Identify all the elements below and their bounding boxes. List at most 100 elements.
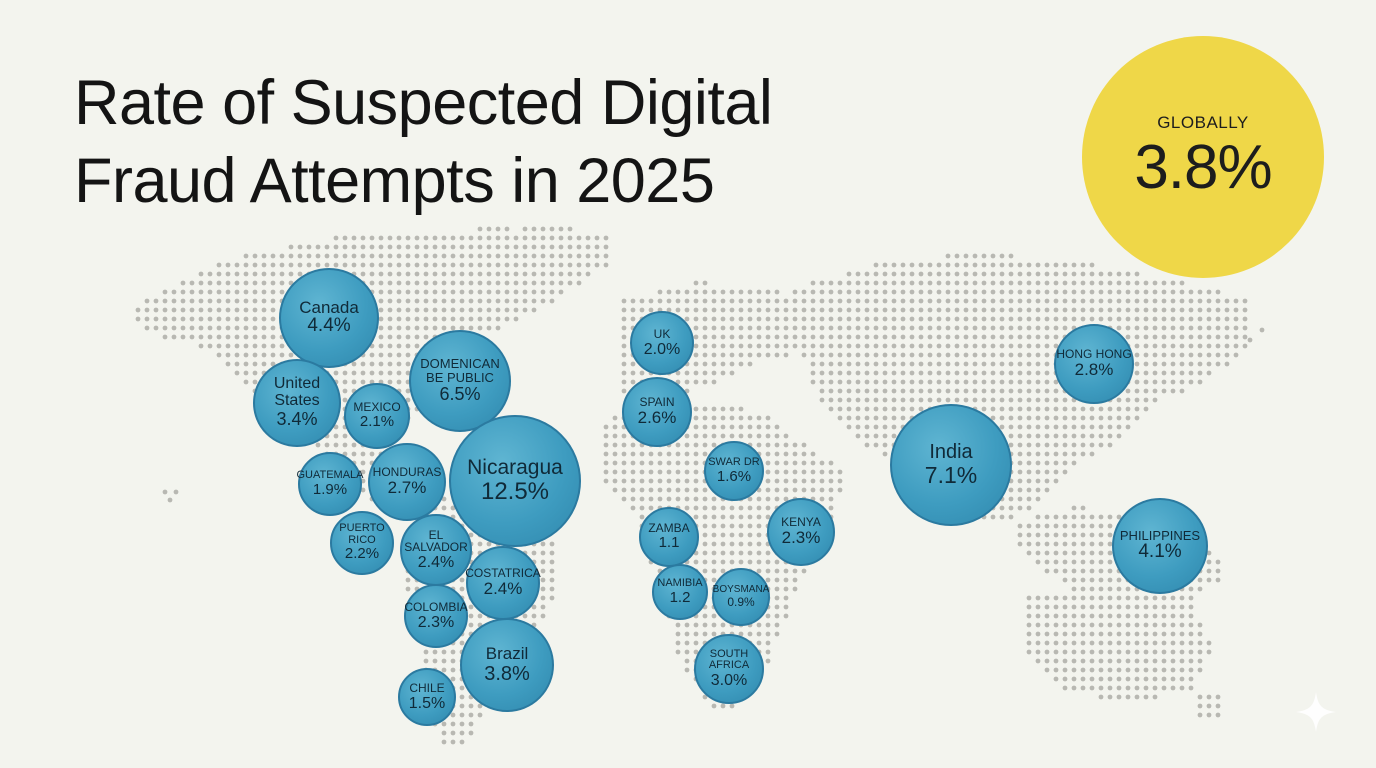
map-dot (630, 469, 636, 475)
map-dot (1098, 532, 1104, 538)
map-dot (1224, 316, 1230, 322)
map-dot (504, 235, 510, 241)
map-dot (873, 262, 879, 268)
map-dot (315, 262, 321, 268)
map-dot (1107, 424, 1113, 430)
map-dot (657, 451, 663, 457)
map-dot (963, 271, 969, 277)
map-dot (882, 433, 888, 439)
map-dot (1161, 667, 1167, 673)
map-dot (351, 244, 357, 250)
map-dot (963, 280, 969, 286)
map-dot (423, 307, 429, 313)
map-dot (1107, 433, 1113, 439)
map-dot (819, 496, 825, 502)
map-dot (162, 289, 168, 295)
map-dot (1035, 469, 1041, 475)
bubble-south-africa: SOUTH AFRICA 3.0% (694, 634, 764, 704)
map-dot (198, 307, 204, 313)
map-dot (711, 505, 717, 511)
map-dot (468, 253, 474, 259)
map-dot (954, 388, 960, 394)
map-dot (1044, 532, 1050, 538)
map-dot (270, 343, 276, 349)
map-dot (1053, 388, 1059, 394)
map-dot (837, 307, 843, 313)
map-dot (1098, 559, 1104, 565)
map-dot (459, 739, 465, 745)
map-dot (1044, 559, 1050, 565)
map-dot (828, 334, 834, 340)
map-dot (792, 460, 798, 466)
map-dot (144, 316, 150, 322)
map-dot (873, 406, 879, 412)
map-dot (1008, 397, 1014, 403)
map-dot (1116, 604, 1122, 610)
map-dot (459, 703, 465, 709)
map-dot (531, 253, 537, 259)
map-dot (891, 343, 897, 349)
map-dot (747, 334, 753, 340)
map-dot (684, 316, 690, 322)
map-dot (405, 262, 411, 268)
map-dot (1152, 289, 1158, 295)
map-dot (1008, 406, 1014, 412)
map-dot (1125, 415, 1131, 421)
map-dot (774, 496, 780, 502)
map-dot (891, 370, 897, 376)
map-dot (1026, 307, 1032, 313)
map-dot (882, 307, 888, 313)
map-dot (540, 613, 546, 619)
map-dot (873, 370, 879, 376)
map-dot (171, 289, 177, 295)
map-dot (342, 433, 348, 439)
map-dot (1215, 316, 1221, 322)
map-dot (252, 370, 258, 376)
map-dot (1071, 658, 1077, 664)
map-dot (927, 379, 933, 385)
map-dot (1134, 325, 1140, 331)
map-dot (369, 253, 375, 259)
country-name: CHILE (409, 680, 445, 695)
map-dot (1089, 532, 1095, 538)
map-dot (1044, 541, 1050, 547)
map-dot (540, 271, 546, 277)
map-dot (252, 307, 258, 313)
map-dot (216, 262, 222, 268)
map-dot (324, 244, 330, 250)
map-dot (1062, 307, 1068, 313)
map-dot (1035, 316, 1041, 322)
map-dot (945, 307, 951, 313)
map-dot (711, 514, 717, 520)
map-dot (810, 487, 816, 493)
map-dot (1026, 361, 1032, 367)
map-dot (720, 406, 726, 412)
map-dot (846, 370, 852, 376)
map-dot (1188, 685, 1194, 691)
map-dot (450, 712, 456, 718)
map-dot (531, 271, 537, 277)
map-dot (387, 316, 393, 322)
map-dot (1152, 649, 1158, 655)
map-dot (432, 280, 438, 286)
map-dot (774, 298, 780, 304)
map-dot (765, 325, 771, 331)
map-dot (1242, 334, 1248, 340)
map-dot (882, 388, 888, 394)
map-dot (1017, 271, 1023, 277)
map-dot (1089, 523, 1095, 529)
map-dot (711, 541, 717, 547)
map-dot (441, 721, 447, 727)
map-dot (207, 307, 213, 313)
map-dot (801, 568, 807, 574)
map-dot (900, 307, 906, 313)
map-dot (1197, 712, 1203, 718)
country-name: Nicaragua (467, 455, 563, 479)
map-dot (1125, 424, 1131, 430)
map-dot (1098, 298, 1104, 304)
map-dot (1116, 406, 1122, 412)
map-dot (936, 307, 942, 313)
map-dot (1071, 649, 1077, 655)
title-line-1: Rate of Suspected Digital (74, 68, 773, 138)
map-dot (135, 316, 141, 322)
